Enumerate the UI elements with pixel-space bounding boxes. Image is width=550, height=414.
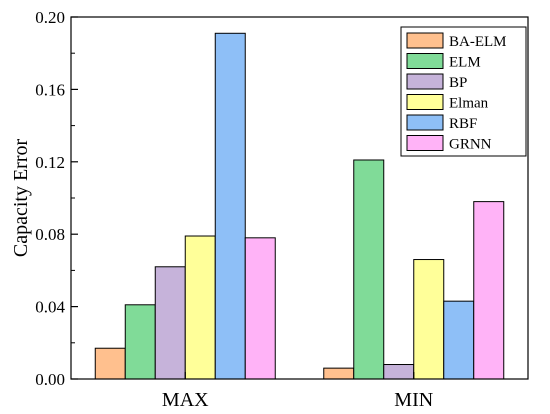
bar-elman-max	[184, 235, 216, 380]
legend: BA-ELM ELM BP Elman RBF GRNN	[400, 26, 527, 157]
legend-swatch-elman	[406, 94, 444, 110]
bar-bp-max	[154, 266, 186, 380]
y-tick-label: 0.00	[35, 370, 65, 389]
bar-grnn-min	[473, 201, 505, 380]
bar-rbf-max	[214, 32, 246, 380]
legend-swatch-ba-elm	[406, 32, 444, 49]
bar-bp-min	[383, 364, 415, 380]
bar-rbf-min	[443, 300, 475, 380]
legend-swatch-bp	[406, 73, 444, 90]
axes-group: 0.00 0.04 0.08 0.12 0.16 0.20 MAX MIN	[35, 8, 529, 411]
y-tick-label: 0.12	[35, 153, 65, 172]
legend-swatch-grnn	[406, 135, 444, 151]
legend-swatch-rbf	[406, 114, 444, 131]
legend-label-grnn: GRNN	[449, 137, 492, 153]
legend-label-ba-elm: BA-ELM	[449, 34, 507, 50]
x-tick-label-min: MIN	[394, 389, 433, 411]
y-tick-label: 0.20	[35, 8, 65, 27]
legend-swatch-elm	[406, 53, 444, 69]
legend-label-elm: ELM	[449, 55, 481, 71]
bar-ba-elm-max	[94, 347, 126, 380]
x-tick-label-max: MAX	[162, 389, 209, 411]
y-tick-label: 0.16	[35, 80, 65, 99]
y-tick-label: 0.04	[35, 298, 65, 317]
bar-ba-elm-min	[323, 367, 355, 380]
y-axis-label: Capacity Error	[10, 139, 32, 258]
legend-label-elman: Elman	[449, 96, 489, 112]
bars-group	[94, 32, 505, 380]
y-tick-label: 0.08	[35, 225, 65, 244]
bar-grnn-max	[244, 237, 276, 380]
legend-label-rbf: RBF	[449, 116, 477, 132]
bar-elman-min	[413, 259, 445, 380]
legend-label-bp: BP	[449, 75, 467, 91]
bar-elm-max	[124, 304, 156, 380]
bar-elm-min	[353, 159, 385, 380]
